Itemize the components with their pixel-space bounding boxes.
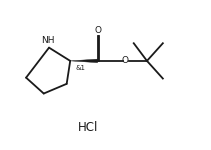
Text: O: O bbox=[121, 56, 128, 65]
Text: &1: &1 bbox=[76, 65, 85, 71]
Text: HCl: HCl bbox=[78, 121, 98, 134]
Polygon shape bbox=[70, 59, 97, 63]
Text: O: O bbox=[95, 26, 101, 35]
Text: NH: NH bbox=[41, 36, 55, 45]
